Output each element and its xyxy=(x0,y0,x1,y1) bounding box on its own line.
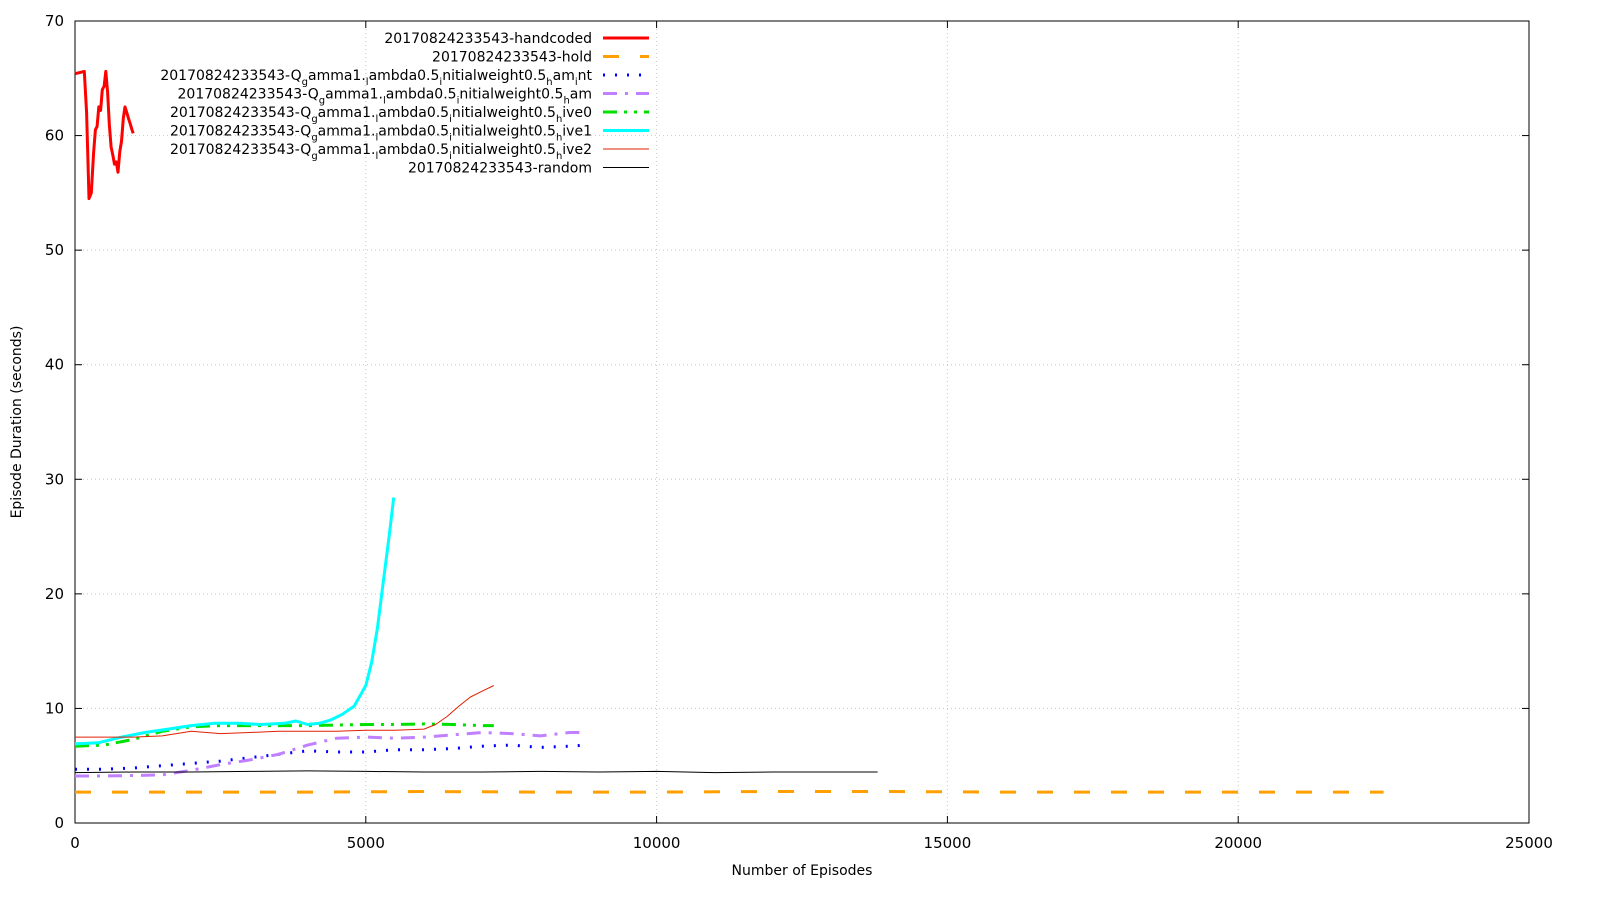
series-lines xyxy=(74,69,1384,794)
plot-frame xyxy=(74,20,1530,824)
x-tick-label: 25000 xyxy=(1505,834,1553,852)
legend: 20170824233543-handcoded 20170824233543-h… xyxy=(160,31,649,177)
axis-ticks: 0 5000 10000 15000 20000 25000 0 10 20 30 40 50 60 70 xyxy=(45,12,1553,852)
x-tick-label: 10000 xyxy=(633,834,681,852)
legend-label-3: 20170824233543-Qgamma1.lambda0.5initialw… xyxy=(178,87,593,107)
series-line-7 xyxy=(74,770,878,774)
legend-label-7: 20170824233543-random xyxy=(408,161,592,177)
legend-label-2: 20170824233543-Qgamma1.lambda0.5initialw… xyxy=(160,68,592,88)
series-line-4 xyxy=(74,722,494,748)
y-tick-label: 0 xyxy=(54,814,64,832)
legend-label-0: 20170824233543-handcoded xyxy=(384,31,592,47)
series-line-0 xyxy=(74,69,135,201)
series-line-5 xyxy=(74,497,396,746)
y-axis-label: Episode Duration (seconds) xyxy=(9,326,25,519)
x-tick-label: 15000 xyxy=(924,834,972,852)
x-tick-label: 5000 xyxy=(347,834,385,852)
y-tick-label: 60 xyxy=(45,127,64,145)
series-line-3 xyxy=(75,731,587,778)
legend-label-5: 20170824233543-Qgamma1.lambda0.5initialw… xyxy=(170,124,592,144)
legend-label-4: 20170824233543-Qgamma1.lambda0.5initialw… xyxy=(170,105,592,125)
series-line-2 xyxy=(75,743,587,771)
x-axis-label: Number of Episodes xyxy=(732,863,873,879)
x-tick-label: 0 xyxy=(70,834,80,852)
series-line-1 xyxy=(75,790,1384,794)
y-tick-label: 50 xyxy=(45,241,64,259)
grid-lines xyxy=(75,21,1529,823)
y-tick-label: 20 xyxy=(45,585,64,603)
y-tick-label: 30 xyxy=(45,470,64,488)
y-tick-label: 40 xyxy=(45,356,64,374)
y-tick-label: 70 xyxy=(45,12,64,30)
legend-label-1: 20170824233543-hold xyxy=(432,50,592,66)
legend-label-6: 20170824233543-Qgamma1.lambda0.5initialw… xyxy=(170,142,592,162)
y-tick-label: 10 xyxy=(45,699,64,717)
series-line-6 xyxy=(75,685,495,738)
x-tick-label: 20000 xyxy=(1214,834,1262,852)
